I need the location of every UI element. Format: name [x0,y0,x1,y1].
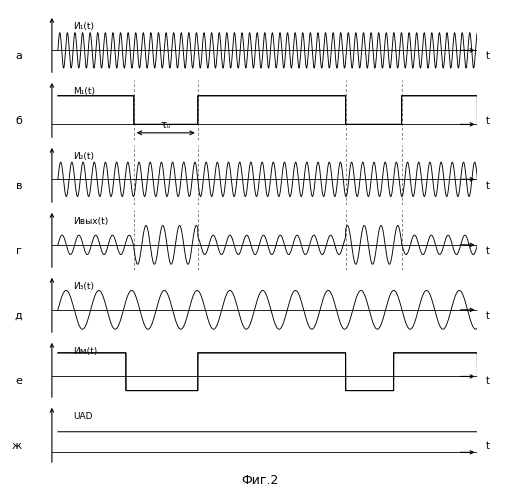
Text: Им(t): Им(t) [73,347,98,356]
Text: t: t [486,181,490,191]
Text: М₁(t): М₁(t) [73,87,95,96]
Text: t: t [486,116,490,126]
Text: д: д [15,311,22,321]
Text: t: t [486,51,490,61]
Text: И₂(t): И₂(t) [73,152,94,161]
Text: ж: ж [12,440,22,450]
Text: t: t [486,376,490,386]
Text: в: в [16,181,22,191]
Text: Фиг.2: Фиг.2 [241,474,278,488]
Text: t: t [486,311,490,321]
Text: а: а [15,51,22,61]
Text: UАD: UАD [73,412,93,421]
Text: б: б [15,116,22,126]
Text: И₁(t): И₁(t) [73,22,94,31]
Text: t: t [486,440,490,450]
Text: е: е [15,376,22,386]
Text: г: г [16,246,22,256]
Text: Ивых(t): Ивых(t) [73,217,108,226]
Text: τ₀: τ₀ [160,120,171,130]
Text: И₃(t): И₃(t) [73,282,94,291]
Text: t: t [486,246,490,256]
